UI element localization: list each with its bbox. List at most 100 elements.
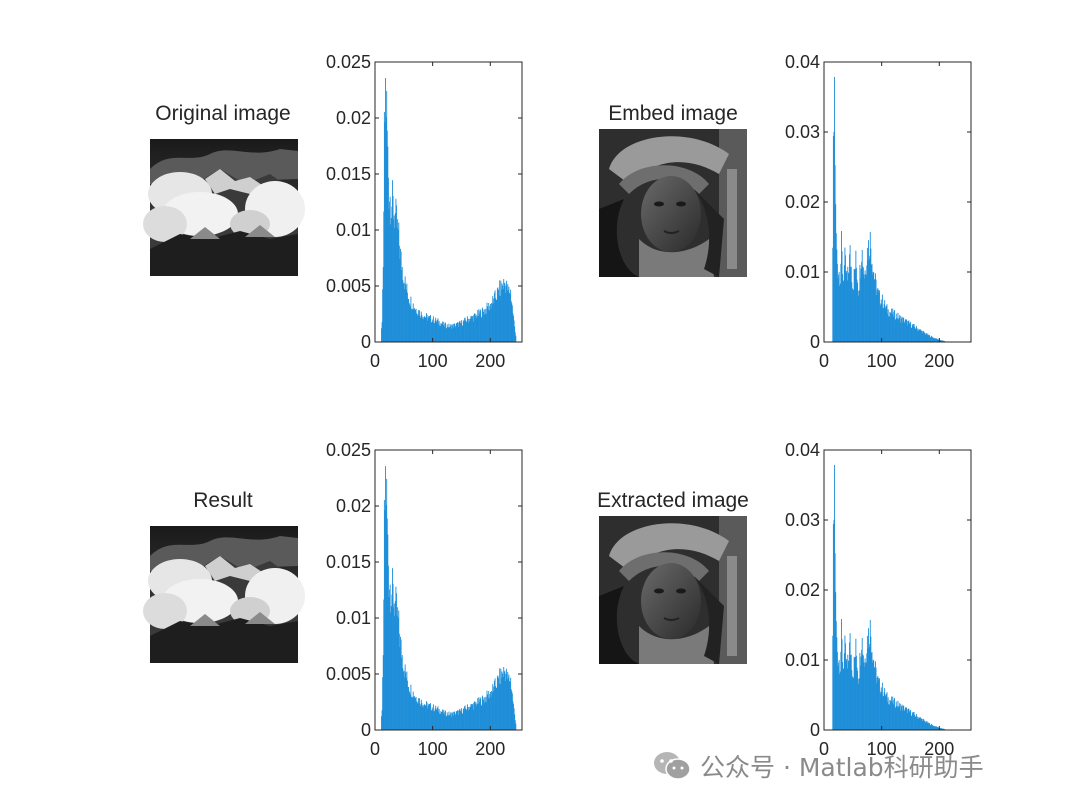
hist-result-bar: [391, 594, 393, 730]
hist-embed-bar: [838, 272, 840, 342]
hist-extracted-bar: [837, 666, 839, 730]
hist-embed-xtick-label: 0: [819, 351, 829, 371]
hist-result-bar: [463, 709, 465, 730]
hist-extracted-bar: [918, 718, 920, 730]
hist-result-bar: [510, 689, 512, 730]
hist-original-bar: [458, 322, 460, 342]
hist-original-bar: [498, 295, 500, 342]
hist-embed-bar: [940, 340, 942, 342]
hist-original-bar: [420, 311, 422, 342]
hist-result-bar: [459, 708, 461, 730]
hist-original-bar: [479, 314, 480, 342]
hist-embed-bar: [929, 335, 931, 342]
hist-result-bar: [421, 703, 423, 730]
hist-original-bar: [404, 276, 406, 342]
hist-extracted-bar: [930, 723, 932, 730]
hist-original-bar: [500, 289, 502, 342]
hist-embed-bar: [879, 290, 880, 342]
hist-result-bar: [471, 705, 473, 730]
hist-extracted-bar: [836, 637, 838, 730]
hist-original-bar: [512, 313, 514, 342]
hist-extracted-bar: [891, 696, 893, 730]
hist-result-bar: [409, 694, 411, 730]
hist-original-bar: [504, 282, 506, 342]
hist-result-bar: [404, 664, 406, 730]
hist-embed-bar: [857, 290, 859, 342]
hist-result-bar: [434, 708, 436, 730]
hist-result-bar: [389, 584, 391, 730]
hist-result-bar: [427, 708, 429, 730]
hist-original-xtick-label: 100: [418, 351, 448, 371]
hist-embed-bar: [891, 314, 893, 342]
hist-result-ytick-label: 0.02: [336, 496, 371, 516]
hist-result-bar: [506, 678, 508, 730]
hist-embed-bar: [898, 318, 900, 342]
hist-extracted-bar: [912, 713, 914, 730]
hist-embed-bar: [881, 303, 883, 342]
hist-original-bar: [401, 267, 403, 342]
hist-result-bar: [513, 703, 514, 730]
hist-extracted-axes: 0 100 200 0 0.01 0.02 0.03 0.04: [785, 440, 972, 759]
hist-original-ytick-label: 0.01: [336, 220, 371, 240]
hist-result-bar: [390, 612, 392, 730]
hist-result-bar: [418, 703, 420, 730]
hist-extracted-ytick-label: 0.01: [785, 650, 820, 670]
hist-original-bar: [430, 315, 431, 342]
hist-extracted-bar: [895, 701, 897, 730]
hist-original-bar: [496, 288, 498, 342]
hist-original-bar: [509, 294, 511, 342]
hist-extracted-bar: [868, 643, 870, 730]
hist-result-bar: [465, 710, 467, 730]
hist-result-bar: [472, 704, 474, 730]
hist-embed-xtick-label: 200: [924, 351, 954, 371]
hist-result-ytick-label: 0.005: [326, 664, 371, 684]
hist-embed-bar: [928, 335, 929, 342]
hist-original-bar: [483, 311, 484, 342]
hist-extracted-bar: [867, 648, 869, 730]
hist-original-bar: [487, 309, 489, 342]
hist-extracted-bar: [870, 636, 872, 730]
hist-result-bar: [494, 678, 496, 730]
hist-original-bar: [437, 318, 439, 342]
hist-embed-bar: [906, 319, 908, 342]
hist-result-bar: [446, 712, 448, 730]
hist-extracted-bar: [917, 718, 918, 730]
hist-embed-bar: [833, 131, 835, 342]
hist-result-bar: [452, 711, 454, 730]
hist-extracted-bar: [843, 653, 845, 730]
hist-extracted-bar: [834, 464, 835, 730]
hist-result-bar: [401, 657, 403, 730]
hist-embed-bar: [864, 270, 866, 342]
hist-original-bar: [503, 279, 505, 342]
hist-result-bar: [393, 607, 395, 730]
hist-original-bar: [472, 321, 474, 342]
hist-original-bar: [447, 327, 449, 342]
hist-result-bar: [402, 671, 404, 730]
hist-embed-bar: [921, 330, 923, 342]
hist-embed-bar: [861, 261, 863, 342]
hist-extracted-bar: [898, 707, 899, 730]
hist-original-bar: [395, 198, 397, 342]
hist-extracted-bar: [881, 691, 883, 730]
hist-result-bar: [381, 710, 383, 730]
hist-result-bar: [494, 680, 495, 730]
hist-result-axes: 0 100 200 0 0.005 0.01 0.015 0.02 0.025: [326, 440, 523, 759]
hist-embed-bar: [870, 265, 872, 342]
hist-embed-bar: [872, 274, 874, 342]
hist-embed-bar: [861, 249, 863, 342]
hist-original-bar: [476, 316, 478, 342]
hist-result-bar: [477, 698, 479, 730]
hist-extracted-bar: [840, 651, 842, 730]
hist-embed-bar: [923, 331, 925, 342]
hist-result-bar: [476, 704, 478, 730]
hist-embed-bar: [834, 76, 835, 342]
hist-embed-bar: [894, 310, 895, 342]
hist-embed-bar: [882, 308, 884, 342]
hist-result-bar: [502, 673, 504, 730]
hist-extracted-bar: [940, 728, 942, 730]
hist-extracted-bar: [905, 707, 907, 730]
hist-result-bar: [462, 708, 464, 730]
hist-original-bar: [475, 316, 476, 342]
hist-result-bar: [425, 705, 427, 730]
hist-embed-bar: [902, 317, 904, 342]
